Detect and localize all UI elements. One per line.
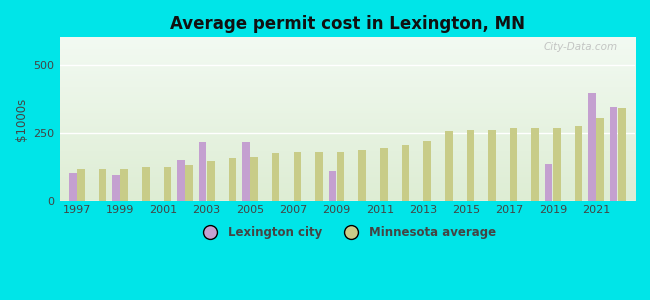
Text: City-Data.com: City-Data.com — [543, 42, 618, 52]
Bar — [618, 108, 625, 201]
Legend: Lexington city, Minnesota average: Lexington city, Minnesota average — [194, 221, 501, 244]
Bar — [185, 165, 193, 201]
Bar — [358, 150, 366, 201]
Bar — [207, 161, 215, 201]
Bar — [467, 130, 474, 201]
Bar — [445, 131, 452, 201]
Bar — [199, 142, 206, 201]
Bar — [553, 128, 561, 201]
Bar — [532, 128, 539, 201]
Bar — [423, 141, 431, 201]
Bar — [177, 160, 185, 201]
Bar — [272, 153, 280, 201]
Bar — [229, 158, 236, 201]
Bar — [250, 157, 258, 201]
Bar — [77, 169, 84, 201]
Bar — [488, 130, 496, 201]
Bar — [164, 167, 172, 201]
Bar — [575, 126, 582, 201]
Bar — [545, 164, 552, 201]
Bar — [120, 169, 128, 201]
Bar — [510, 128, 517, 201]
Bar — [142, 167, 150, 201]
Bar — [588, 93, 596, 201]
Bar — [610, 107, 617, 201]
Bar — [112, 175, 120, 201]
Bar — [242, 142, 250, 201]
Bar — [294, 152, 301, 201]
Bar — [328, 171, 336, 201]
Bar — [315, 152, 322, 201]
Bar — [380, 148, 387, 201]
Y-axis label: $1000s: $1000s — [15, 97, 28, 141]
Bar — [402, 145, 410, 201]
Bar — [597, 118, 604, 201]
Bar — [337, 152, 344, 201]
Title: Average permit cost in Lexington, MN: Average permit cost in Lexington, MN — [170, 15, 525, 33]
Bar — [69, 173, 77, 201]
Bar — [99, 169, 107, 201]
